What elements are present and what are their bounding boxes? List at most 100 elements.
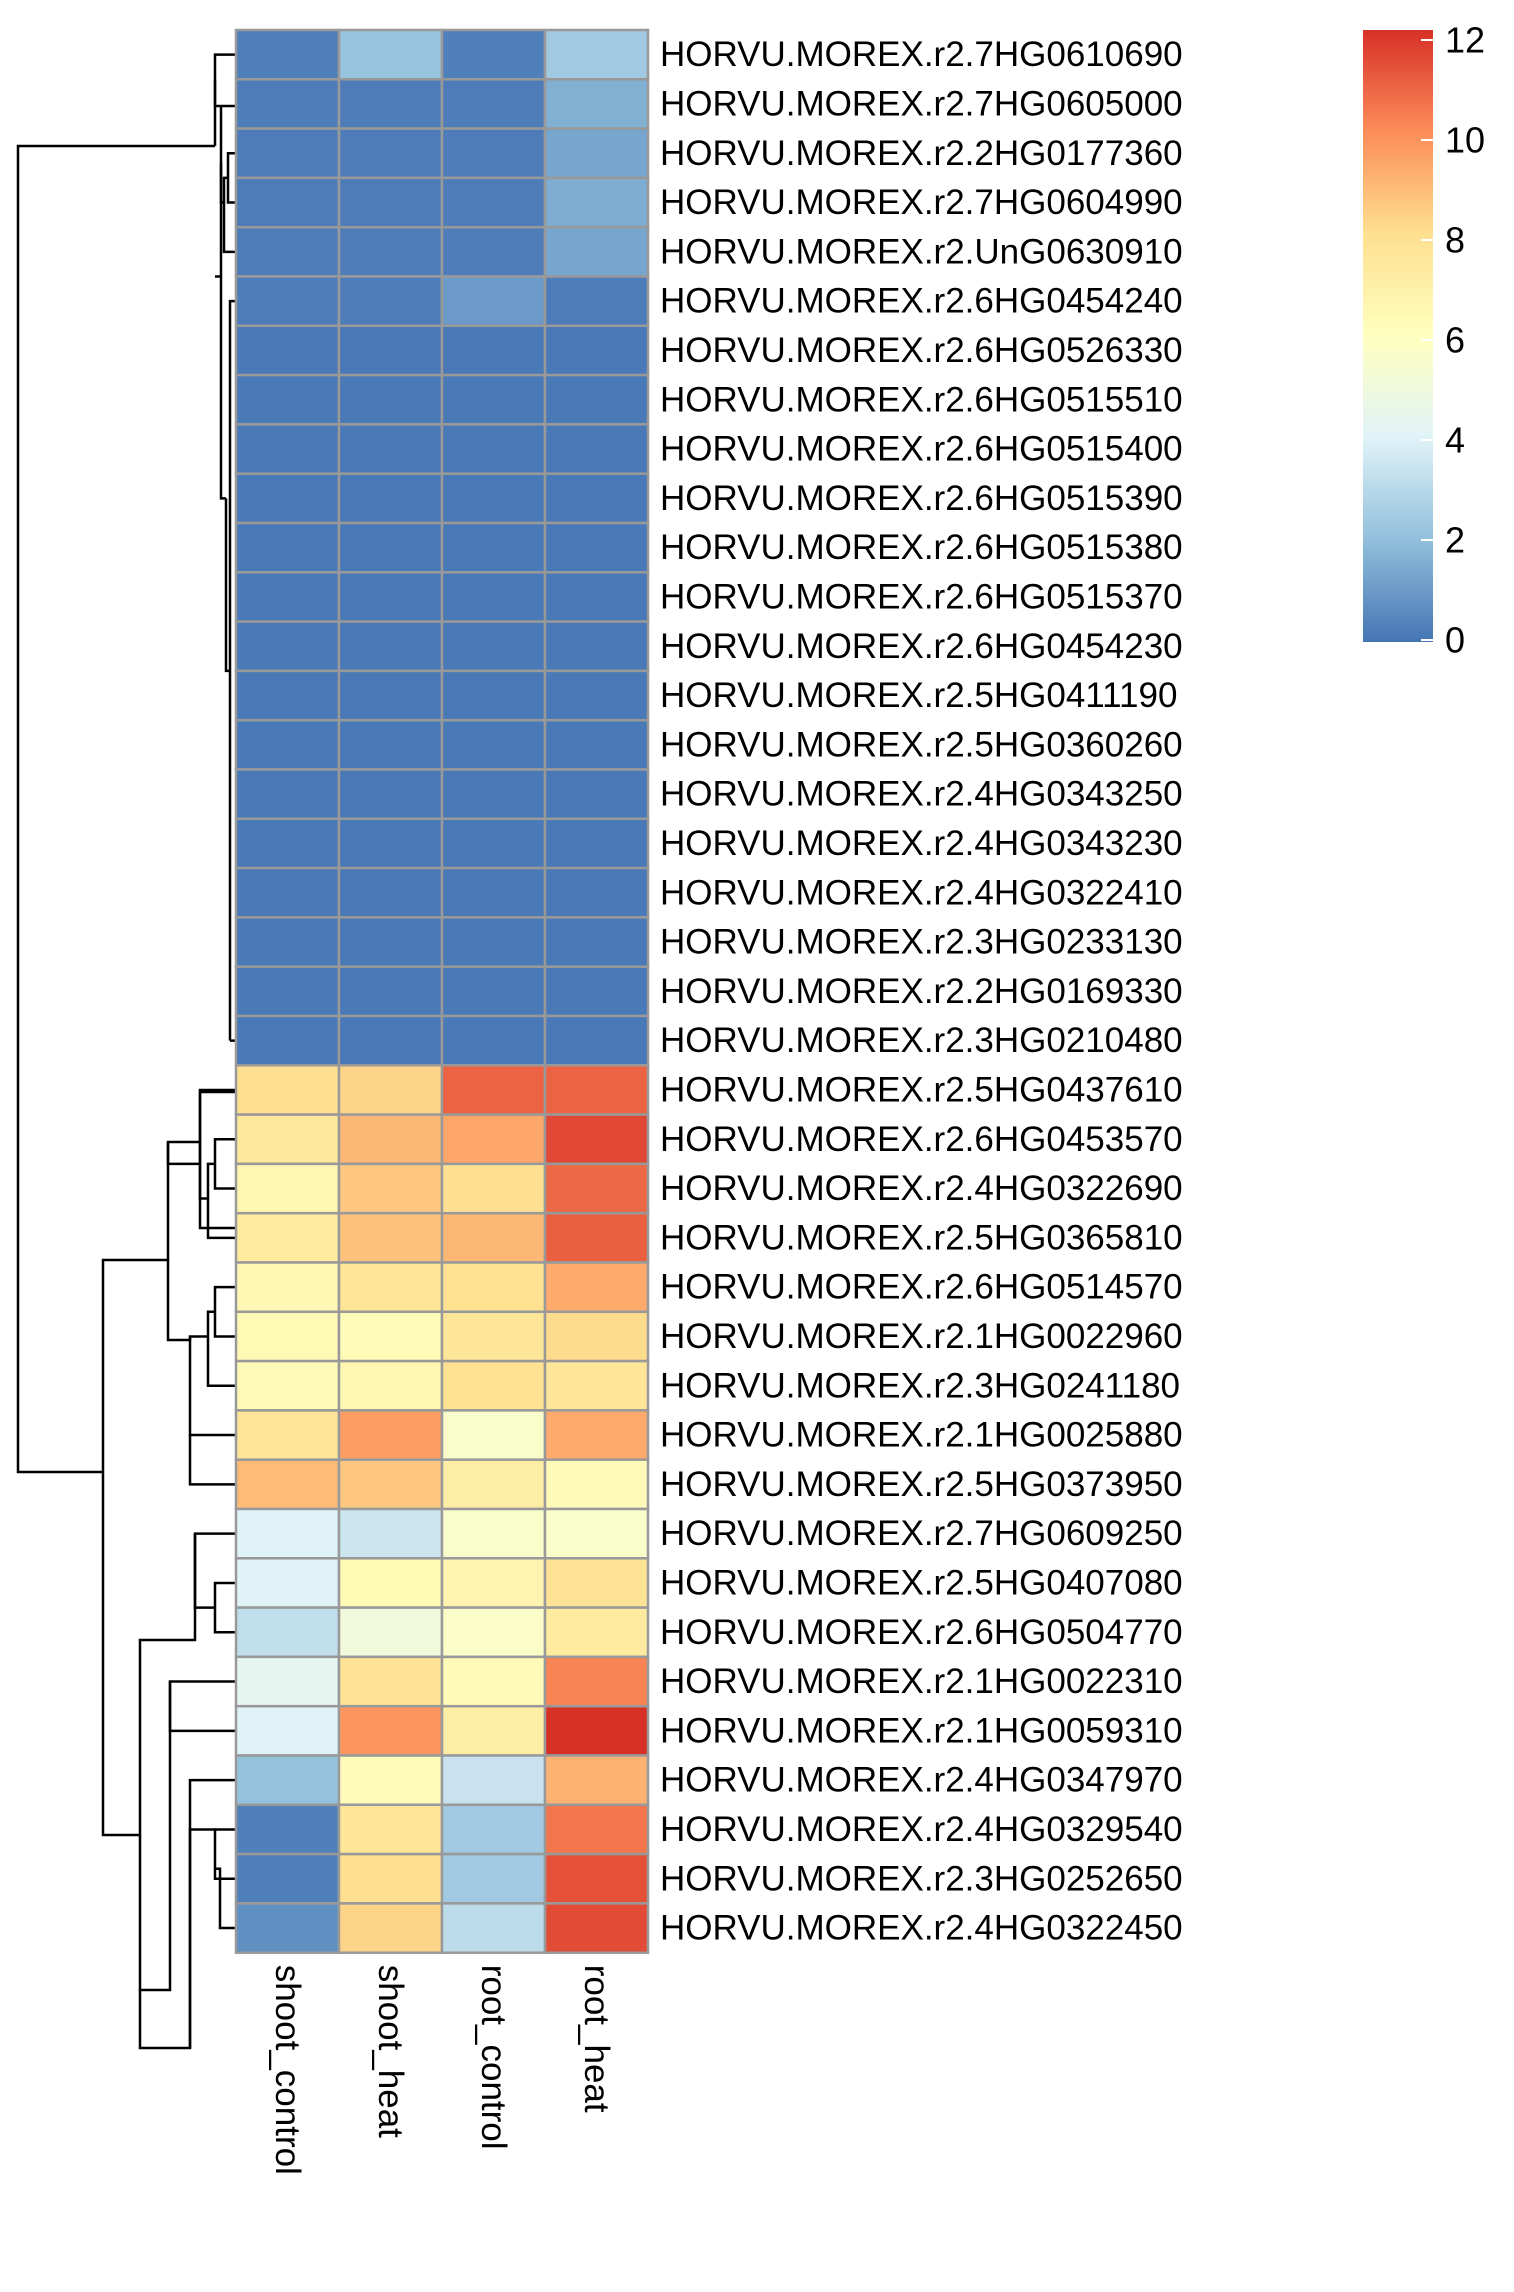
heatmap-cell	[234, 423, 341, 475]
dendrogram-branch	[206, 1162, 236, 1240]
heatmap-cell	[543, 373, 650, 426]
heatmap-cell	[234, 718, 341, 771]
heatmap-cell	[234, 817, 341, 870]
heatmap-cell	[543, 1064, 650, 1116]
heatmap-cell	[234, 472, 341, 525]
heatmap-cell	[543, 768, 650, 821]
column-label: shoot_control	[268, 1965, 307, 2175]
heatmap-cell	[440, 620, 547, 673]
heatmap-cell	[543, 1458, 650, 1511]
row-label: HORVU.MOREX.r2.UnG0630910	[660, 232, 1183, 271]
column-labels: shoot_control shoot_heat root_control root_…	[268, 1965, 616, 2175]
dendrogram-branch	[16, 144, 215, 1474]
row-label: HORVU.MOREX.r2.6HG0454240	[660, 282, 1183, 321]
dendrogram-branch	[168, 1681, 236, 1733]
heatmap-cell	[543, 78, 650, 130]
heatmap-cell	[543, 866, 650, 919]
heatmap-cell	[337, 718, 444, 771]
heatmap-cell	[440, 571, 547, 623]
heatmap-cell	[440, 373, 547, 426]
heatmap-cell	[234, 1359, 341, 1412]
heatmap-cell	[337, 127, 444, 180]
column-label: root_control	[474, 1965, 513, 2150]
heatmap-cell	[543, 1902, 650, 1954]
heatmap-cell	[543, 965, 650, 1018]
column-label: root_heat	[577, 1965, 616, 2113]
heatmap-cell	[440, 324, 547, 377]
dendrogram-branch	[198, 1088, 236, 1200]
row-label: HORVU.MOREX.r2.1HG0022310	[660, 1662, 1183, 1701]
heatmap-cell	[234, 373, 341, 426]
heatmap-cell	[337, 1458, 444, 1511]
heatmap-cell	[440, 1557, 547, 1609]
heatmap-cell	[234, 1113, 341, 1166]
heatmap-cell	[337, 521, 444, 574]
heatmap-cell	[337, 78, 444, 130]
heatmap-cell	[543, 1409, 650, 1461]
row-label: HORVU.MOREX.r2.2HG0169330	[660, 972, 1183, 1011]
dendrogram-branch	[213, 1285, 236, 1338]
heatmap-cell	[543, 1310, 650, 1363]
dendrogram-branch	[188, 1335, 236, 1437]
heatmap-cell	[337, 1754, 444, 1807]
row-label: HORVU.MOREX.r2.1HG0022960	[660, 1317, 1183, 1356]
heatmap-cell	[234, 866, 341, 919]
heatmap-cell	[543, 521, 650, 574]
heatmap-cell	[234, 1064, 341, 1116]
row-labels: HORVU.MOREX.r2.7HG0610690 HORVU.MOREX.r2.…	[660, 35, 1183, 1947]
heatmap-cell	[440, 1014, 547, 1067]
heatmap-cell	[440, 275, 547, 328]
heatmap-cell	[234, 1655, 341, 1708]
heatmap-cell	[337, 472, 444, 525]
heatmap-cell	[234, 1261, 341, 1314]
heatmap-cell	[234, 1162, 341, 1215]
heatmap-cell	[337, 1261, 444, 1314]
heatmap-cell	[234, 768, 341, 821]
heatmap-cell	[543, 1803, 650, 1856]
dendrogram-branch	[166, 1142, 200, 1166]
heatmap-cell	[337, 1557, 444, 1609]
heatmap-cell	[543, 275, 650, 328]
heatmap-cell	[440, 127, 547, 180]
heatmap-cell	[234, 1704, 341, 1757]
colorbar-tick-label: 6	[1445, 320, 1465, 361]
heatmap-cell	[440, 1113, 547, 1166]
row-label: HORVU.MOREX.r2.3HG0210480	[660, 1021, 1183, 1060]
dendrogram-branch	[198, 1142, 236, 1230]
heatmap-cell	[337, 916, 444, 968]
dendrogram-branch	[213, 1138, 236, 1190]
heatmap-cell	[543, 1261, 650, 1314]
heatmap-cell	[337, 1655, 444, 1708]
heatmap-cell	[234, 127, 341, 180]
heatmap-cell	[337, 1704, 444, 1757]
dendrogram-branch	[228, 299, 236, 1041]
heatmap-cell	[440, 1458, 547, 1511]
row-label: HORVU.MOREX.r2.6HG0504770	[660, 1613, 1183, 1652]
heatmap-cell	[543, 718, 650, 771]
heatmap-cell	[337, 1409, 444, 1461]
heatmap-cell	[440, 916, 547, 968]
heatmap-cell	[440, 423, 547, 475]
dendrogram-branch	[215, 1867, 236, 1930]
dendrogram-branch	[219, 163, 226, 500]
heatmap-cell	[543, 571, 650, 623]
heatmap-cell	[234, 28, 341, 81]
heatmap-cell	[440, 1606, 547, 1659]
heatmap-cell	[337, 1211, 444, 1264]
heatmap-cell	[337, 768, 444, 821]
heatmap-cell	[440, 521, 547, 574]
heatmap-cell	[440, 1852, 547, 1905]
heatmap-cell	[440, 176, 547, 229]
heatmap-cell	[543, 1162, 650, 1215]
heatmap-cell	[543, 669, 650, 722]
heatmap-cell	[543, 1113, 650, 1166]
heatmap-cell	[337, 225, 444, 278]
heatmap-cell	[234, 521, 341, 574]
heatmap-cell	[440, 1409, 547, 1461]
heatmap-cell	[543, 472, 650, 525]
row-label: HORVU.MOREX.r2.5HG0407080	[660, 1563, 1183, 1602]
heatmap-cell	[440, 768, 547, 821]
heatmap-cell	[543, 1014, 650, 1067]
row-label: HORVU.MOREX.r2.6HG0515370	[660, 577, 1183, 616]
